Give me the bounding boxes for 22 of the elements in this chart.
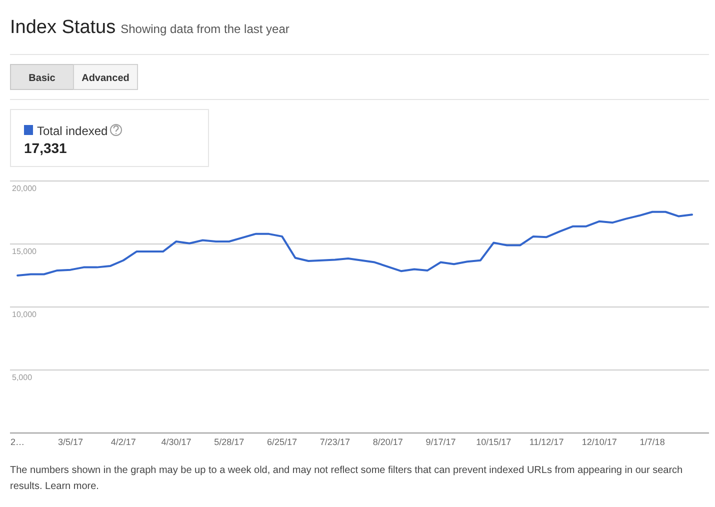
legend-label: Total indexed [37, 124, 108, 138]
y-tick-label: 20,000 [12, 184, 38, 193]
x-tick-label: 11/12/17 [529, 437, 564, 447]
y-tick-label: 10,000 [12, 310, 38, 319]
x-tick-label: 3/5/17 [58, 437, 83, 447]
x-tick-label: 1/7/18 [640, 437, 665, 447]
x-tick-label: 6/25/17 [267, 437, 298, 447]
y-tick-label: 15,000 [12, 247, 38, 256]
x-tick-label: 4/2/17 [110, 437, 136, 447]
x-tick-label: 9/17/17 [426, 437, 456, 447]
chart-subtitle: Showing data from the last year [120, 22, 290, 36]
x-tick-label: 5/28/17 [214, 437, 244, 447]
x-tick-label: 8/20/17 [372, 437, 403, 447]
x-tick-label: 7/23/17 [320, 437, 350, 447]
x-tick-label: 10/15/17 [476, 437, 512, 447]
x-tick-label: 4/30/17 [161, 437, 192, 447]
text: 17,331 [24, 140, 68, 156]
text: The numbers shown in the graph may be up to a week old, and may not reflect some filters that can prevent indexed URLs from appearing in our search results. Learn more. [10, 464, 684, 494]
x-tick-label: 2… [10, 437, 25, 447]
y-tick-label: 5,000 [12, 373, 33, 382]
chart-title: Index Status [10, 17, 116, 38]
x-tick-label: 12/10/17 [582, 437, 617, 447]
